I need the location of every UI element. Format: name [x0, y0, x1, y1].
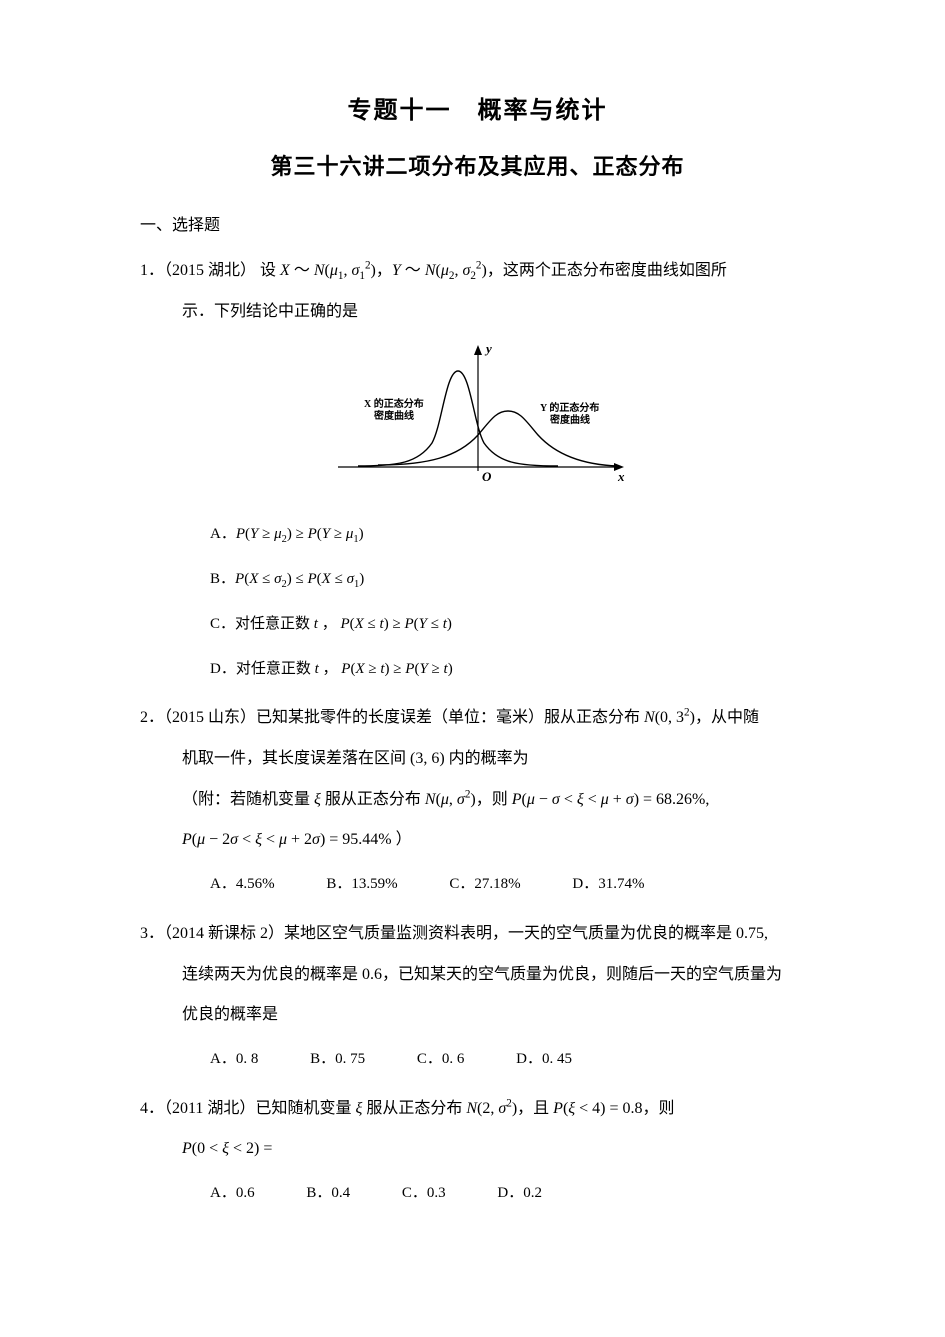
q2-option-b: B．13.59% — [326, 867, 397, 902]
q3-option-b: B．0. 75 — [310, 1042, 365, 1077]
q2-note1: （附：若随机变量 ξ 服从正态分布 N(μ, σ2)，则 P(μ − σ < ξ… — [140, 782, 815, 819]
y-axis-arrow-icon — [474, 345, 482, 355]
section-heading: 一、选择题 — [140, 211, 815, 235]
label-y-line1: Y 的正态分布 — [540, 401, 599, 414]
origin-label: O — [482, 469, 492, 484]
q3-options: A．0. 8 B．0. 75 C．0. 6 D．0. 45 — [140, 1042, 815, 1077]
q4-number: 4 — [140, 1100, 148, 1117]
q1-option-b: B．P(X ≤ σ2) ≤ P(X ≤ σ1) — [210, 562, 815, 597]
title-main: 专题十一 概率与统计 — [140, 90, 815, 125]
title-sub: 第三十六讲二项分布及其应用、正态分布 — [140, 149, 815, 181]
q4-line2: P(0 < ξ < 2) = — [140, 1131, 815, 1168]
q2-note2: P(μ − 2σ < ξ < μ + 2σ) = 95.44% ） — [140, 822, 815, 859]
q4-option-b: B．0.4 — [306, 1176, 350, 1211]
q3-line1: 3．（2014 新课标 2）某地区空气质量监测资料表明，一天的空气质量为优良的概… — [140, 916, 815, 953]
q3-option-d: D．0. 45 — [516, 1042, 572, 1077]
q1-number: 1 — [140, 262, 148, 279]
q1-source: （2015 湖北） — [164, 262, 256, 279]
q1-option-d: D．对任意正数 t ， P(X ≥ t) ≥ P(Y ≥ t) — [210, 652, 815, 687]
q3-line2: 连续两天为优良的概率是 0.6，已知某天的空气质量为优良，则随后一天的空气质量为 — [140, 957, 815, 994]
question-2: 2．（2015 山东）已知某批零件的长度误差（单位：毫米）服从正态分布 N(0,… — [140, 700, 815, 902]
q2-source: （2015 山东） — [164, 709, 256, 726]
q4-option-d: D．0.2 — [497, 1176, 542, 1211]
question-4: 4．（2011 湖北）已知随机变量 ξ 服从正态分布 N(2, σ2)，且 P(… — [140, 1091, 815, 1211]
question-1: 1．（2015 湖北） 设 X ～ N(μ1, σ12)，Y ～ N(μ2, σ… — [140, 253, 815, 686]
q4-options: A．0.6 B．0.4 C．0.3 D．0.2 — [140, 1176, 815, 1211]
q1-option-a: A．P(Y ≥ μ2) ≥ P(Y ≥ μ1) — [210, 517, 815, 552]
q2-line2: 机取一件，其长度误差落在区间 (3, 6) 内的概率为 — [140, 741, 815, 778]
page-container: 专题十一 概率与统计 第三十六讲二项分布及其应用、正态分布 一、选择题 1．（2… — [0, 0, 945, 1337]
q2-option-a: A．4.56% — [210, 867, 275, 902]
q3-option-a: A．0. 8 — [210, 1042, 258, 1077]
q3-number: 3 — [140, 925, 148, 942]
q2-options: A．4.56% B．13.59% C．27.18% D．31.74% — [140, 867, 815, 902]
q3-source: （2014 新课标 2） — [164, 925, 284, 942]
q1-line1: 1．（2015 湖北） 设 X ～ N(μ1, σ12)，Y ～ N(μ2, σ… — [140, 253, 815, 290]
q2-option-d: D．31.74% — [572, 867, 644, 902]
q3-line3: 优良的概率是 — [140, 997, 815, 1034]
label-y-line2: 密度曲线 — [550, 413, 590, 426]
y-axis-label: y — [484, 341, 492, 356]
q3-option-c: C．0. 6 — [417, 1042, 465, 1077]
q2-number: 2 — [140, 709, 148, 726]
q4-option-c: C．0.3 — [402, 1176, 446, 1211]
label-x-line2: 密度曲线 — [374, 409, 414, 422]
label-x-line1: X 的正态分布 — [364, 397, 424, 410]
x-axis-label: x — [617, 469, 625, 484]
q2-option-c: C．27.18% — [449, 867, 520, 902]
q1-option-c: C．对任意正数 t ， P(X ≤ t) ≥ P(Y ≤ t) — [210, 607, 815, 642]
q1-options: A．P(Y ≥ μ2) ≥ P(Y ≥ μ1) B．P(X ≤ σ2) ≤ P(… — [140, 517, 815, 686]
q4-line1: 4．（2011 湖北）已知随机变量 ξ 服从正态分布 N(2, σ2)，且 P(… — [140, 1091, 815, 1128]
q1-line2: 示．下列结论中正确的是 — [140, 294, 815, 331]
question-3: 3．（2014 新课标 2）某地区空气质量监测资料表明，一天的空气质量为优良的概… — [140, 916, 815, 1077]
q2-line1: 2．（2015 山东）已知某批零件的长度误差（单位：毫米）服从正态分布 N(0,… — [140, 700, 815, 737]
q1-chart: y x O X 的正态分布 密度曲线 Y 的正态分布 密度曲线 — [318, 339, 638, 499]
q4-option-a: A．0.6 — [210, 1176, 255, 1211]
q4-source: （2011 湖北） — [164, 1100, 255, 1117]
